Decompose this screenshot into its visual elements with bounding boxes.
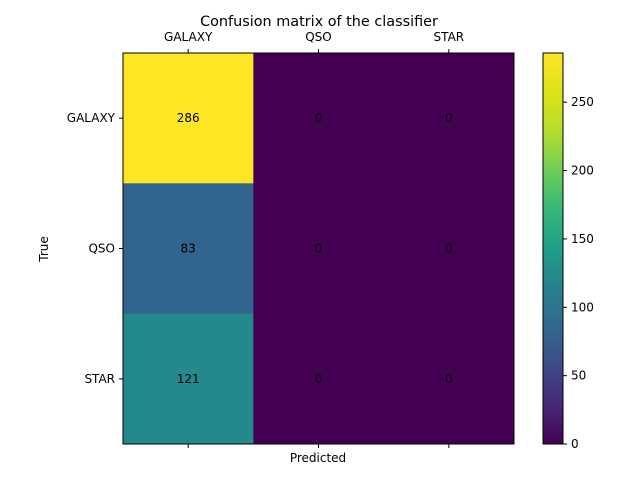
y-axis-label: True: [37, 236, 51, 263]
x-tick-label: QSO: [305, 30, 332, 44]
colorbar: [542, 52, 564, 445]
heatmap-cell: [383, 183, 515, 315]
heatmap-cell: [123, 183, 254, 315]
cell-value-label: 0: [445, 111, 453, 125]
cell-value-label: 0: [315, 242, 323, 256]
heatmap-cell: [253, 53, 385, 184]
x-axis-label: Predicted: [290, 451, 346, 465]
heatmap-cell: [253, 183, 385, 315]
heatmap-cell: [253, 313, 385, 445]
colorbar-tick-label: 200: [571, 164, 594, 178]
heatmap-cell: [123, 53, 254, 184]
cell-value-label: 286: [177, 111, 200, 125]
colorbar-tick-label: 150: [571, 232, 594, 246]
colorbar-tick-label: 250: [571, 95, 594, 109]
x-tick-label: STAR: [434, 30, 465, 44]
cell-value-label: 0: [445, 372, 453, 386]
heatmap-cell: [383, 53, 515, 184]
y-tick-label: STAR: [84, 372, 115, 386]
chart-title: Confusion matrix of the classifier: [200, 14, 438, 30]
x-tick-label: GALAXY: [164, 30, 213, 44]
cell-value-label: 83: [181, 242, 196, 256]
cell-value-label: 0: [445, 242, 453, 256]
colorbar-tick-label: 50: [571, 369, 586, 383]
colorbar-tick-label: 0: [571, 437, 579, 451]
heatmap-cell: [123, 313, 254, 445]
y-tick-label: QSO: [88, 242, 115, 256]
y-tick-label: GALAXY: [67, 111, 116, 125]
cell-value-label: 121: [177, 372, 200, 386]
cell-value-label: 0: [315, 111, 323, 125]
colorbar-tick-label: 100: [571, 300, 594, 314]
cell-value-label: 0: [315, 372, 323, 386]
heatmap-cell: [383, 313, 515, 445]
